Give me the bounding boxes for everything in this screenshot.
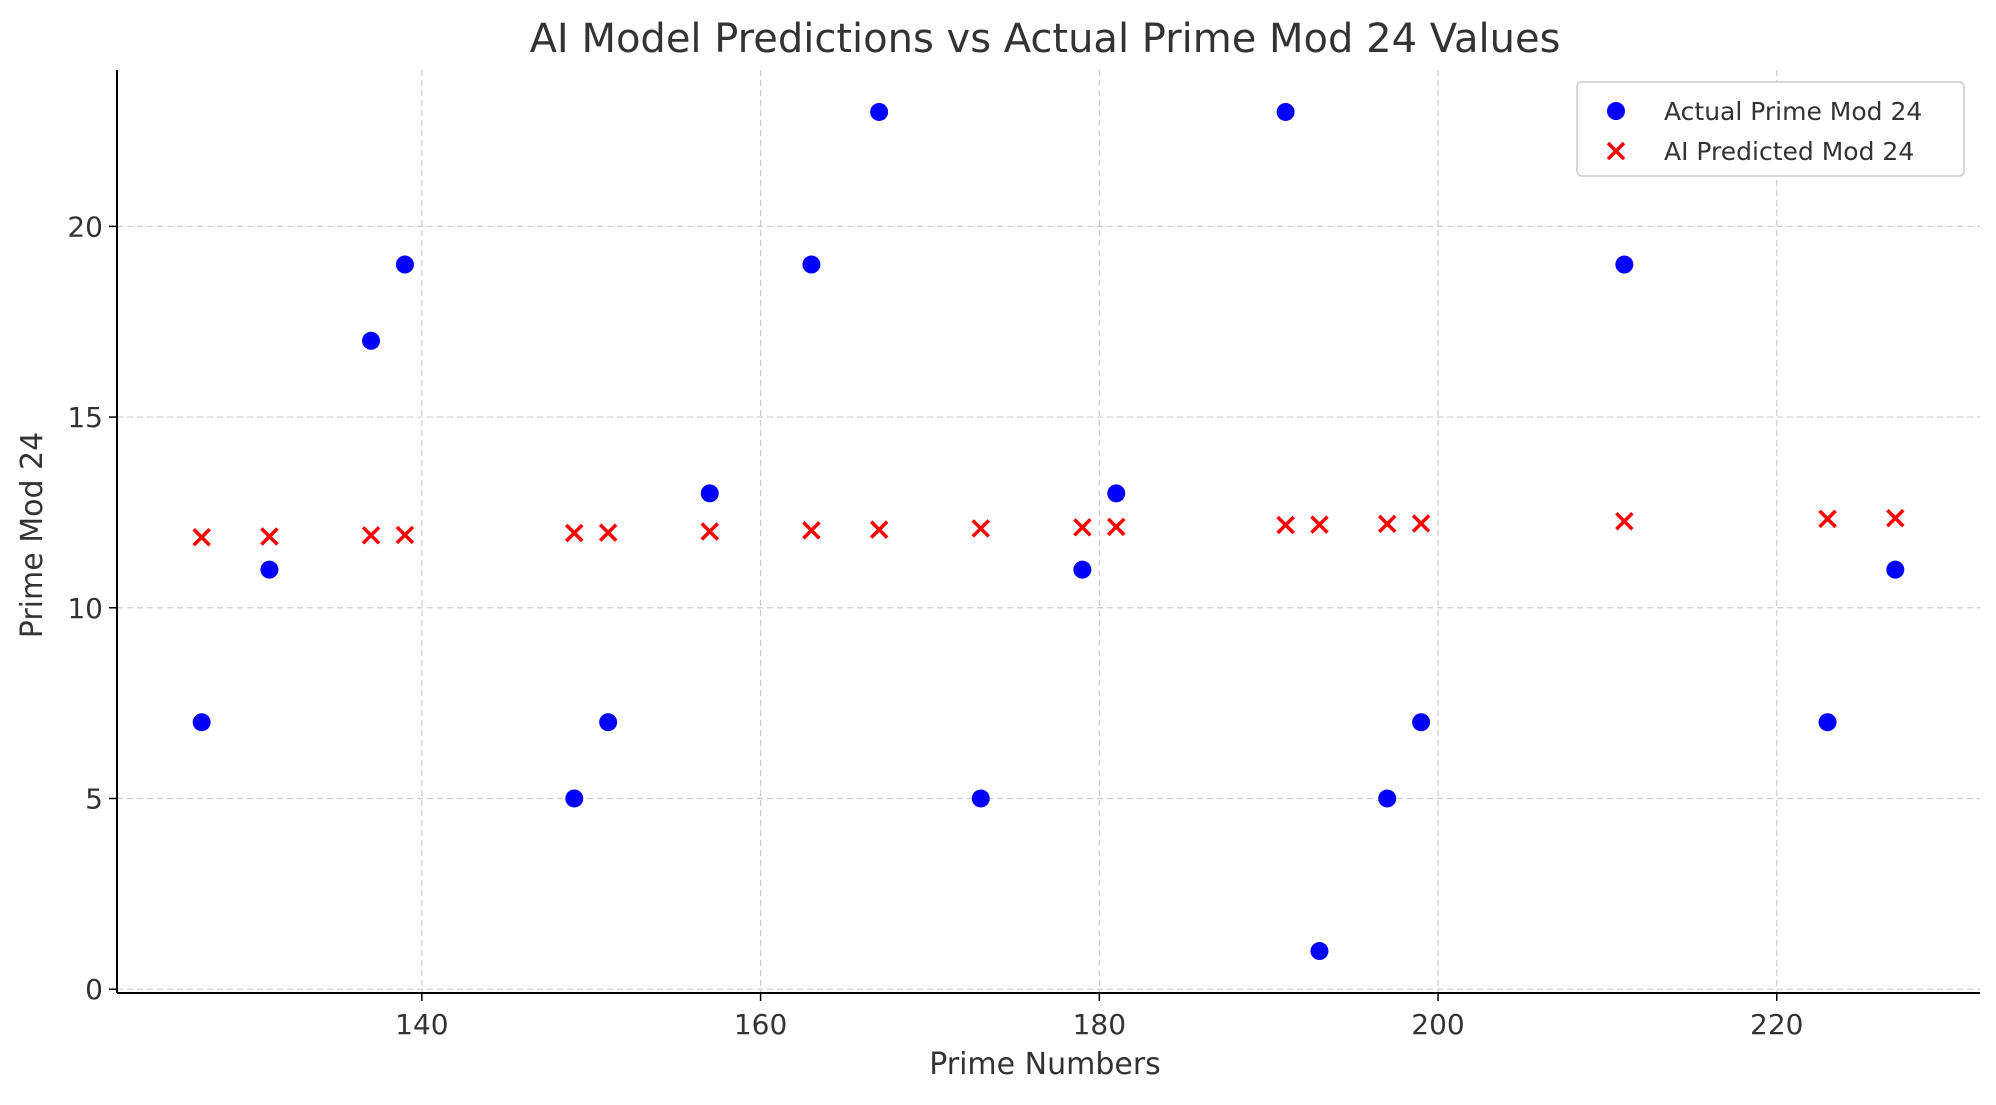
predicted-point [1615,511,1634,531]
legend-label-actual: Actual Prime Mod 24 [1664,97,1922,126]
actual-point [362,331,381,350]
y-tick-label: 0 [85,973,103,1006]
x-tick-label: 160 [734,1008,787,1041]
predicted-point [869,520,889,539]
actual-point [802,255,821,274]
predicted-point [395,525,415,545]
x-tick-label: 180 [1073,1008,1126,1041]
y-axis-label: Prime Mod 24 [15,432,50,638]
predicted-point [598,523,618,542]
legend-marker-actual [1607,102,1625,120]
predicted-point [971,519,990,538]
actual-point [1378,789,1397,808]
actual-point [1310,942,1329,961]
y-tick-label: 5 [85,782,103,815]
predicted-point [802,521,821,540]
predicted-point [1107,517,1126,537]
x-axis-label: Prime Numbers [929,1047,1161,1082]
actual-point [1818,713,1837,732]
legend: Actual Prime Mod 24 AI Predicted Mod 24 [1576,81,1965,177]
actual-point [1886,560,1905,579]
actual-point [599,713,618,732]
predicted-point [361,526,381,545]
data-points [192,102,1905,961]
y-tick-label: 20 [67,210,103,243]
predicted-point [1886,508,1905,528]
actual-point [1107,484,1126,503]
x-tick-label: 220 [1750,1008,1803,1041]
chart-title: AI Model Predictions vs Actual Prime Mod… [530,16,1561,62]
x-tick-label: 140 [395,1008,448,1041]
predicted-point [700,522,720,541]
legend-marker-predicted [1606,141,1626,161]
legend-label-predicted: AI Predicted Mod 24 [1664,137,1914,166]
predicted-point [1310,515,1329,534]
y-tick-label: 10 [67,592,103,625]
axis-ticks: 140 160 180 200 220 0 5 10 15 20 [67,210,1803,1041]
actual-point [1276,102,1295,121]
legend-box [1576,81,1965,177]
predicted-point [1818,509,1837,529]
predicted-point [260,527,279,546]
predicted-point [565,523,584,543]
grid-lines [117,70,1980,993]
actual-point [565,789,584,808]
actual-point [1615,255,1634,274]
predicted-point [1377,514,1397,534]
predicted-point [1411,514,1431,533]
actual-point [870,102,889,121]
actual-point [395,255,414,274]
axes [116,70,1980,994]
actual-point [971,789,990,808]
x-tick-label: 200 [1411,1008,1464,1041]
actual-point [192,713,211,732]
predicted-point [1276,515,1295,535]
actual-point [1412,713,1431,732]
actual-point [700,484,719,503]
predicted-point [1073,518,1092,537]
y-tick-label: 15 [67,401,103,434]
predicted-point [192,527,211,547]
actual-point [1073,560,1092,579]
actual-point [260,560,279,579]
